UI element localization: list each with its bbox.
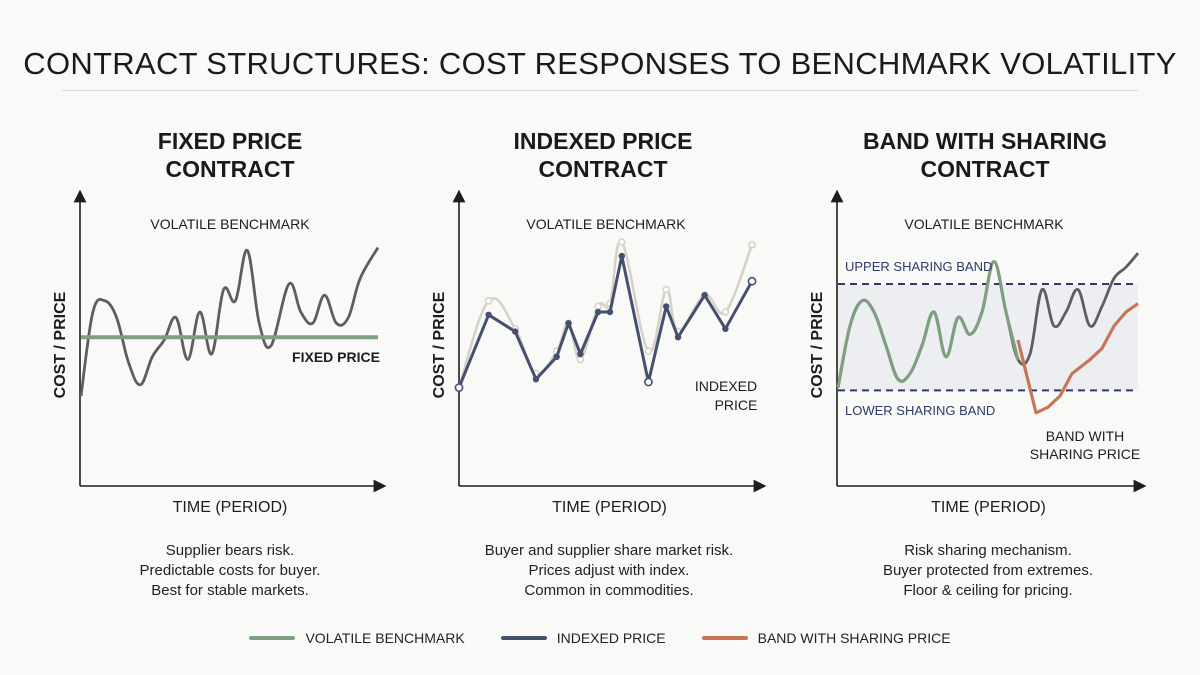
indexed-point — [553, 353, 560, 360]
benchmark-point — [617, 238, 626, 246]
legend-item-benchmark: VOLATILE BENCHMARK — [249, 630, 465, 646]
indexed-point — [594, 308, 602, 316]
panel-title-line2: CONTRACT — [538, 156, 668, 182]
legend-item-band: BAND WITH SHARING PRICE — [701, 630, 951, 646]
indexed-point — [485, 311, 492, 318]
legend-swatch — [249, 636, 296, 640]
indexed-point — [565, 320, 572, 327]
panel-title-line1: BAND WITH SHARING — [862, 128, 1108, 154]
legend-swatch — [701, 636, 748, 640]
panel-description-band: Risk sharing mechanism. Buyer protected … — [818, 541, 1158, 601]
y-axis-label: COST / PRICE — [431, 291, 448, 398]
series-line-band-sharing-price — [1016, 302, 1139, 415]
legend-item-indexed: INDEXED PRICE — [500, 630, 666, 646]
desc-line: Predictable costs for buyer. — [139, 562, 321, 579]
desc-line: Best for stable markets. — [151, 582, 309, 599]
annotation-indexed-price-line2: PRICE — [715, 397, 758, 413]
benchmark-point — [484, 296, 493, 305]
legend-swatch — [500, 636, 547, 640]
annotation-volatile-benchmark: VOLATILE BENCHMARK — [526, 216, 686, 232]
chart-indexed-price: COST / PRICE TIME (PERIOD) VOLATILE BENCHM… — [431, 189, 767, 516]
panel-title-line2: CONTRACT — [165, 156, 295, 182]
benchmark-point — [594, 302, 602, 311]
series-line-indexed-price — [457, 254, 754, 389]
panel-description-indexed: Buyer and supplier share market risk. Pr… — [439, 541, 779, 601]
benchmark-point — [748, 241, 756, 249]
indexed-point — [577, 350, 584, 358]
desc-line: Buyer protected from extremes. — [882, 562, 1094, 579]
page-title: CONTRACT STRUCTURES: COST RESPONSES TO B… — [23, 46, 1177, 81]
benchmark-point — [662, 285, 671, 294]
indexed-point — [701, 292, 708, 299]
desc-line: Risk sharing mechanism. — [904, 542, 1072, 559]
series-line-benchmark-before — [836, 259, 1020, 388]
annotation-fixed-price: FIXED PRICE — [292, 349, 380, 365]
panel-title-fixed: FIXED PRICE CONTRACT — [80, 127, 380, 183]
desc-line: Common in commodities. — [524, 582, 694, 599]
panel-title-line1: INDEXED PRICE — [513, 128, 693, 154]
benchmark-point — [721, 308, 730, 316]
panel-description-fixed: Supplier bears risk. Predictable costs f… — [60, 541, 400, 601]
indexed-point — [644, 377, 653, 387]
indexed-point — [512, 328, 519, 335]
indexed-point — [722, 325, 729, 332]
annotation-lower-band: LOWER SHARING BAND — [845, 403, 995, 418]
desc-line: Floor & ceiling for pricing. — [903, 582, 1073, 599]
annotation-indexed-price-line1: INDEXED — [695, 378, 757, 394]
chart-fixed-price: COST / PRICE TIME (PERIOD) VOLATILE BENCHM… — [52, 189, 387, 516]
legend-label: VOLATILE BENCHMARK — [305, 630, 465, 646]
x-axis-label: TIME (PERIOD) — [931, 499, 1046, 516]
series-line-benchmark — [79, 246, 380, 397]
desc-line: Prices adjust with index. — [528, 562, 690, 579]
annotation-volatile-benchmark: VOLATILE BENCHMARK — [904, 216, 1064, 232]
y-axis-label: COST / PRICE — [809, 291, 826, 398]
annotation-band-price-line1: BAND WITH — [1046, 428, 1125, 444]
indexed-point — [532, 376, 540, 383]
panel-title-line1: FIXED PRICE — [157, 128, 303, 154]
indexed-point — [454, 383, 464, 392]
desc-line: Buyer and supplier share market risk. — [484, 542, 734, 559]
x-axis-label: TIME (PERIOD) — [173, 499, 288, 516]
x-axis-label: TIME (PERIOD) — [552, 499, 667, 516]
panel-title-indexed: INDEXED PRICE CONTRACT — [453, 127, 753, 183]
indexed-point — [747, 276, 757, 286]
indexed-point — [606, 308, 614, 316]
series-line-benchmark — [457, 240, 754, 389]
panel-title-band: BAND WITH SHARING CONTRACT — [835, 127, 1135, 183]
indexed-point — [618, 252, 625, 260]
annotation-volatile-benchmark: VOLATILE BENCHMARK — [150, 216, 310, 232]
legend-label: BAND WITH SHARING PRICE — [757, 630, 951, 646]
y-axis-label: COST / PRICE — [52, 291, 69, 398]
benchmark-point — [644, 347, 653, 356]
benchmark-point — [576, 355, 585, 364]
legend-label: INDEXED PRICE — [556, 630, 666, 646]
annotation-upper-band: UPPER SHARING BAND — [845, 259, 992, 274]
sharing-band-area — [838, 284, 1138, 391]
title-divider — [62, 90, 1138, 91]
desc-line: Supplier bears risk. — [165, 542, 295, 559]
chart-band-sharing: COST / PRICE TIME (PERIOD) VOLATILE BENCHM… — [809, 189, 1147, 516]
indexed-point — [674, 334, 682, 341]
panel-title-line2: CONTRACT — [920, 156, 1050, 182]
annotation-band-price-line2: SHARING PRICE — [1030, 446, 1140, 462]
legend: VOLATILE BENCHMARK INDEXED PRICE BAND WI… — [0, 630, 1200, 646]
indexed-point — [662, 303, 670, 310]
